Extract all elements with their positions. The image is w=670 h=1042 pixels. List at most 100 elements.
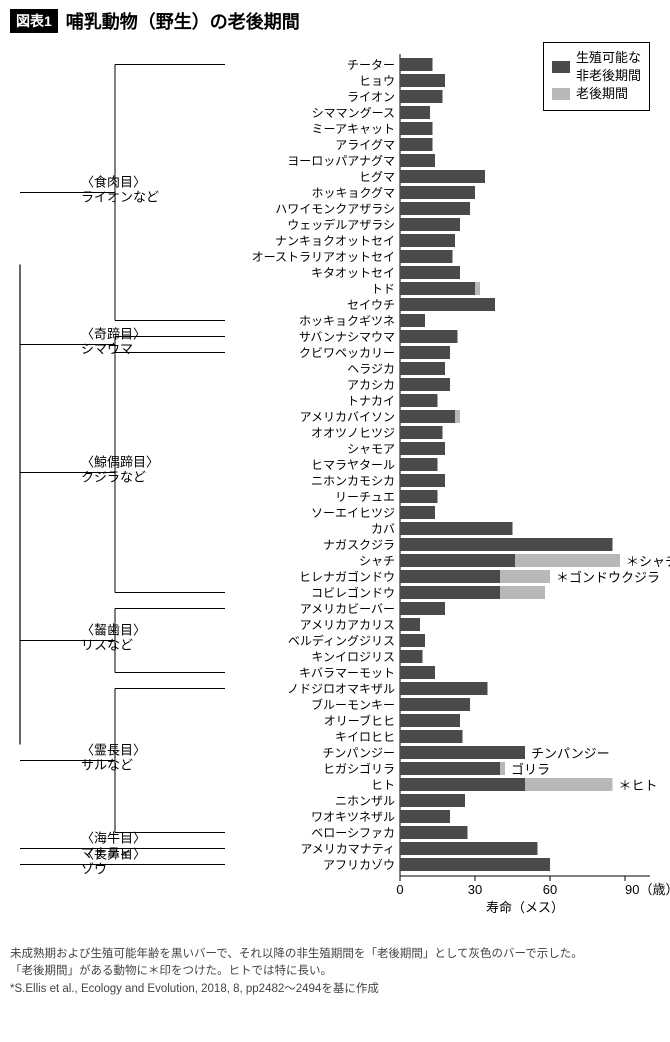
species-label: ウェッデルアザラシ	[287, 217, 395, 232]
species-label: キンイロジリス	[311, 650, 395, 664]
svg-text:60: 60	[543, 882, 557, 897]
bar-repro	[400, 778, 525, 791]
species-label: ライオン	[347, 90, 395, 104]
tree-group-label: サルなど	[81, 758, 133, 773]
bar-repro	[400, 730, 463, 743]
tree-group-label: 〈齧歯目〉	[81, 623, 146, 638]
tree-group-label: クジラなど	[81, 470, 146, 485]
legend-box: 生殖可能な 非老後期間 老後期間	[543, 42, 650, 111]
species-label: アフリカゾウ	[323, 858, 395, 872]
tree-group-label: ゾウ	[81, 862, 107, 877]
bar-repro	[400, 634, 425, 647]
bar-repro	[400, 202, 470, 215]
bar-repro	[400, 666, 435, 679]
bar-repro	[400, 826, 468, 839]
species-label: アカシカ	[347, 378, 395, 392]
bar-repro	[400, 842, 538, 855]
tree-group-label: リスなど	[81, 638, 133, 653]
bar-repro	[400, 474, 445, 487]
figure-tag: 図表1	[10, 9, 58, 33]
species-label: オリーブヒヒ	[324, 713, 395, 728]
species-label: アメリカマナティ	[300, 842, 395, 856]
bar-annotation: ＊シャチ	[626, 554, 670, 569]
species-label: セイウチ	[347, 298, 395, 312]
bar-post	[525, 778, 613, 791]
legend-swatch-light	[552, 88, 570, 100]
legend-swatch-dark	[552, 61, 570, 73]
species-label: アライグマ	[335, 138, 395, 152]
bar-repro	[400, 378, 450, 391]
bar-post	[515, 554, 620, 567]
bar-repro	[400, 234, 455, 247]
species-label: ヒレナガゴンドウ	[299, 569, 395, 584]
species-label: サバンナシマウマ	[299, 330, 395, 344]
species-label: アメリカビーバー	[300, 602, 395, 616]
bar-repro	[400, 330, 458, 343]
bar-repro	[400, 586, 500, 599]
bar-post	[500, 570, 550, 583]
bar-post	[500, 762, 505, 775]
species-label: アメリカバイソン	[300, 410, 395, 424]
species-label: シャチ	[359, 554, 395, 568]
svg-text:30: 30	[468, 882, 482, 897]
tree-group-label: 〈長鼻目〉	[81, 847, 146, 862]
species-label: シャモア	[347, 442, 395, 456]
species-label: チンパンジー	[322, 746, 395, 760]
bar-repro	[400, 362, 445, 375]
bar-repro	[400, 794, 465, 807]
bar-repro	[400, 650, 423, 663]
species-label: ヘラジカ	[347, 362, 395, 376]
chart-area: 生殖可能な 非老後期間 老後期間 0306090（歳）寿命（メス）チーターヒョウ…	[10, 40, 660, 940]
species-label: チーター	[347, 58, 395, 72]
bar-repro	[400, 250, 453, 263]
species-label: キタオットセイ	[311, 266, 395, 280]
species-label: ヒグマ	[359, 170, 395, 184]
bar-annotation: ＊ゴンドウクジラ	[556, 570, 660, 585]
bar-repro	[400, 746, 525, 759]
bar-annotation: チンパンジー	[531, 746, 610, 761]
bar-repro	[400, 394, 438, 407]
caption-line-1: 未成熟期および生殖可能年齢を黒いバーで、それ以降の非生殖期間を「老後期間」として…	[10, 946, 660, 963]
bar-repro	[400, 618, 420, 631]
legend-label-dark: 生殖可能な 非老後期間	[576, 49, 641, 85]
bar-repro	[400, 170, 485, 183]
species-label: アメリカアカリス	[300, 618, 395, 632]
species-label: ヒマラヤタール	[311, 458, 395, 472]
bar-repro	[400, 858, 550, 871]
tree-group-label: シマウマ	[81, 342, 133, 357]
bar-repro	[400, 282, 475, 295]
species-label: シママングース	[312, 106, 395, 120]
caption-line-2: 「老後期間」がある動物に＊印をつけた。ヒトでは特に長い。	[10, 963, 660, 980]
bar-repro	[400, 506, 435, 519]
bar-repro	[400, 698, 470, 711]
species-label: キイロヒヒ	[335, 730, 395, 744]
bar-repro	[400, 122, 433, 135]
species-label: ヨーロッパアナグマ	[287, 154, 395, 168]
species-label: コビレゴンドウ	[311, 585, 395, 600]
tree-group-label: 〈奇蹄目〉	[81, 327, 146, 342]
tree-group-label: ライオンなど	[81, 190, 159, 205]
bar-repro	[400, 714, 460, 727]
species-label: リーチュエ	[335, 490, 395, 504]
species-label: ヒガシゴリラ	[323, 761, 395, 776]
svg-text:90（歳）: 90（歳）	[625, 882, 670, 897]
bar-repro	[400, 426, 443, 439]
bar-repro	[400, 458, 438, 471]
figure-title: 哺乳動物（野生）の老後期間	[66, 8, 300, 34]
species-label: オーストラリアオットセイ	[252, 250, 395, 264]
species-label: ヒョウ	[359, 74, 395, 88]
bar-repro	[400, 762, 500, 775]
species-label: ニホンザル	[335, 794, 395, 808]
bar-repro	[400, 490, 438, 503]
species-label: ホッキョクグマ	[311, 186, 395, 200]
bar-repro	[400, 346, 450, 359]
bar-post	[500, 586, 545, 599]
bar-repro	[400, 266, 460, 279]
bar-repro	[400, 298, 495, 311]
bar-repro	[400, 538, 613, 551]
species-label: ミーアキャット	[311, 122, 395, 136]
bar-repro	[400, 74, 445, 87]
bar-repro	[400, 570, 500, 583]
species-label: ホッキョクギツネ	[299, 314, 395, 328]
figure-header: 図表1 哺乳動物（野生）の老後期間	[10, 8, 660, 34]
